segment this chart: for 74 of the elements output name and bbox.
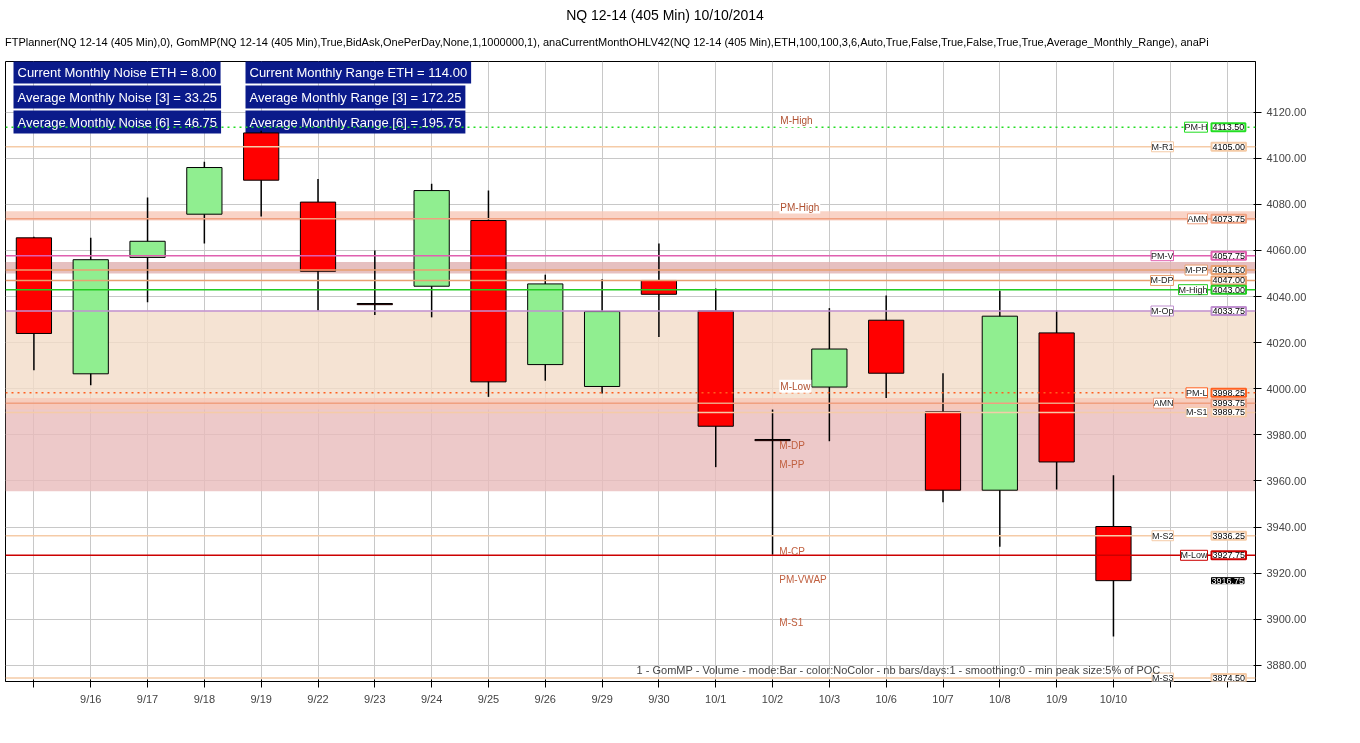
x-tick-label: 9/18 <box>193 692 216 705</box>
ref-line-label: M-S1 <box>1186 407 1208 418</box>
y-tick-label: 3940.00 <box>1266 520 1307 533</box>
ref-line-label: M-High <box>1178 284 1208 295</box>
x-tick-label: 10/6 <box>875 692 897 705</box>
chart-subtitle: FTPlanner(NQ 12-14 (405 Min),0), GomMP(NQ 12-14 (405 Min),True,BidAsk,OnePerDay,None,1,1000000,1), anaCurrentMonthOHLV42(NQ 12-14 (405 Min),ETH,100,100,3,6,Auto,True,False,True,False,True,True,Average_Monthly_Range), anaPi <box>5 35 1209 50</box>
annotation: PM-VWAP <box>779 573 828 585</box>
annotation: M-High <box>780 114 813 126</box>
x-tick-label: 10/9 <box>1045 692 1068 705</box>
x-tick-label: 9/16 <box>80 692 102 705</box>
annotation: 4057.75 <box>1212 250 1246 261</box>
x-tick-label: 9/17 <box>136 692 159 705</box>
x-tick-label: 9/26 <box>534 692 556 705</box>
annotation: M-CP <box>779 545 806 557</box>
annotation: M-S1 <box>779 616 804 628</box>
candlestick <box>356 249 393 316</box>
annotation: Average Monthly Range [3] = 172.25 <box>249 89 462 105</box>
x-tick-label: 9/23 <box>364 692 386 705</box>
annotation: 4105.00 <box>1212 141 1246 152</box>
annotation: Current Monthly Noise ETH = 8.00 <box>17 64 217 80</box>
y-tick-label: 3980.00 <box>1266 428 1307 441</box>
x-tick-label: 10/2 <box>761 692 784 705</box>
y-tick-label: 3920.00 <box>1266 566 1307 579</box>
x-tick-label: 10/8 <box>989 692 1011 705</box>
x-tick-label: 9/29 <box>591 692 613 705</box>
annotation: 4113.50 <box>1212 121 1245 132</box>
y-tick-label: 4060.00 <box>1266 244 1307 257</box>
x-tick-label: 10/1 <box>705 692 727 705</box>
x-tick-label: 9/30 <box>648 692 670 705</box>
annotation: 4043.00 <box>1212 284 1246 295</box>
annotation: M-Low <box>780 380 812 392</box>
x-tick-label: 9/19 <box>250 692 272 705</box>
y-tick-label: 3960.00 <box>1266 474 1307 487</box>
x-tick-label: 10/10 <box>1099 692 1128 705</box>
annotation: 4051.50 <box>1212 264 1246 275</box>
y-tick-label: 4100.00 <box>1266 152 1307 165</box>
annotation: 3936.25 <box>1212 530 1246 541</box>
annotation: 3993.75 <box>1212 397 1246 408</box>
annotation: M-PP <box>779 458 805 470</box>
ref-line-label: M-S3 <box>1152 672 1174 683</box>
annotation: PM-High <box>780 201 820 213</box>
y-tick-label: 4040.00 <box>1266 290 1307 303</box>
chart-title: NQ 12-14 (405 Min) 10/10/2014 <box>566 6 764 25</box>
y-tick-label: 4000.00 <box>1266 382 1307 395</box>
ref-line-label: M-S2 <box>1152 530 1174 541</box>
annotation: 3998.25 <box>1212 387 1246 398</box>
ref-line-label: M-PP <box>1185 264 1208 275</box>
ref-line-label: M-Op <box>1151 305 1174 316</box>
x-tick-label: 9/25 <box>477 692 500 705</box>
y-tick-label: 3900.00 <box>1266 612 1307 625</box>
annotation: 3916.75 <box>1211 575 1245 586</box>
y-tick-label: 4120.00 <box>1266 105 1307 118</box>
annotation: Average Monthly Noise [3] = 33.25 <box>17 89 218 105</box>
annotation: Current Monthly Range ETH = 114.00 <box>249 64 468 80</box>
y-tick-label: 4080.00 <box>1266 198 1307 211</box>
y-tick-label: 3880.00 <box>1266 659 1307 672</box>
annotation: 3989.75 <box>1212 407 1246 418</box>
annotation: M-DP <box>779 440 806 452</box>
ref-line-label: M-DP <box>1150 275 1174 286</box>
annotation: 4033.75 <box>1212 305 1246 316</box>
x-tick-label: 9/24 <box>420 692 443 705</box>
x-tick-label: 10/7 <box>932 692 954 705</box>
ref-line-label: M-R1 <box>1151 141 1174 152</box>
ref-line-label: PM-L <box>1186 387 1208 398</box>
annotation: Average Monthly Noise [6] = 46.75 <box>17 114 218 130</box>
x-tick-label: 10/3 <box>818 692 841 705</box>
annotation: 3874.50 <box>1212 672 1246 683</box>
annotation: 4073.75 <box>1212 213 1246 224</box>
x-tick-label: 9/22 <box>307 692 329 705</box>
y-tick-label: 4020.00 <box>1266 336 1307 349</box>
annotation: 4047.00 <box>1212 275 1246 286</box>
annotation: Average Monthly Range [6] = 195.75 <box>249 114 462 130</box>
annotation: 3927.75 <box>1212 550 1246 561</box>
ref-line-label: PM-H <box>1184 121 1208 132</box>
